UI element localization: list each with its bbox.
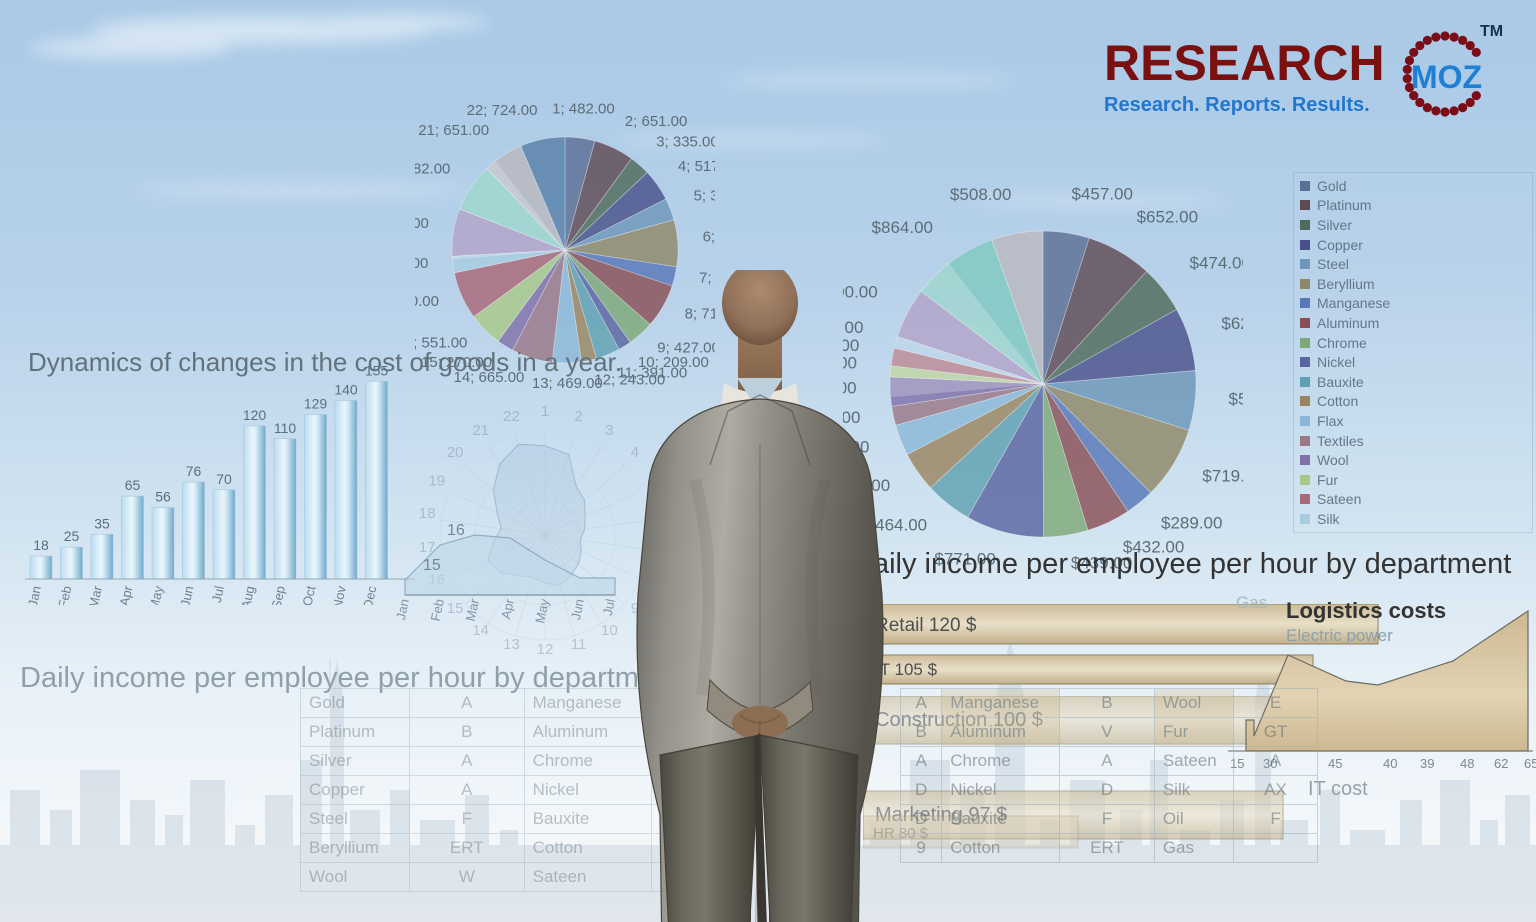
svg-text:May: May [532, 597, 552, 625]
svg-text:May: May [146, 584, 166, 605]
svg-text:3; 335.00: 3; 335.00 [656, 134, 715, 151]
svg-text:$457.00: $457.00 [1072, 185, 1133, 204]
svg-text:22; 724.00: 22; 724.00 [467, 102, 538, 119]
svg-text:40: 40 [1383, 756, 1397, 771]
svg-text:$508.00: $508.00 [950, 185, 1011, 204]
svg-text:$289.00: $289.00 [1161, 514, 1222, 533]
svg-text:35: 35 [94, 515, 110, 531]
svg-text:70: 70 [216, 471, 232, 487]
svg-text:TM: TM [1480, 23, 1503, 40]
svg-text:48: 48 [1460, 756, 1474, 771]
svg-text:110: 110 [274, 420, 297, 436]
svg-text:65: 65 [1524, 756, 1536, 771]
svg-text:Apr: Apr [117, 584, 136, 605]
svg-text:Mar: Mar [86, 584, 105, 605]
svg-text:$590.00: $590.00 [1229, 389, 1244, 408]
svg-text:39: 39 [1420, 756, 1434, 771]
svg-text:155: 155 [365, 365, 389, 378]
svg-text:Sep: Sep [268, 585, 287, 605]
svg-text:120: 120 [243, 407, 267, 423]
svg-text:18: 18 [33, 537, 49, 553]
svg-text:17; 770.00: 17; 770.00 [415, 293, 439, 310]
svg-text:Aug: Aug [238, 585, 257, 605]
svg-text:$652.00: $652.00 [1137, 208, 1198, 227]
svg-text:19; 770.00: 19; 770.00 [415, 215, 429, 232]
svg-text:65: 65 [125, 477, 141, 493]
svg-text:Jan: Jan [25, 585, 44, 605]
svg-text:45: 45 [1328, 756, 1342, 771]
svg-text:25: 25 [64, 528, 80, 544]
svg-text:Logistics costs: Logistics costs [1286, 598, 1446, 623]
svg-text:Apr: Apr [498, 597, 517, 621]
svg-text:$719.00: $719.00 [1202, 466, 1243, 485]
svg-text:5; 357.00: 5; 357.00 [694, 187, 715, 204]
svg-text:21; 651.00: 21; 651.00 [418, 122, 489, 139]
svg-text:Jun: Jun [177, 585, 196, 605]
svg-text:76: 76 [186, 463, 202, 479]
svg-text:Jun: Jun [568, 598, 587, 622]
svg-text:129: 129 [304, 396, 328, 412]
svg-text:18; 267.00: 18; 267.00 [415, 255, 428, 272]
svg-text:1; 482.00: 1; 482.00 [552, 100, 615, 117]
svg-text:6; 755.00: 6; 755.00 [703, 229, 715, 246]
svg-text:MOZ: MOZ [1411, 59, 1482, 95]
svg-text:Dec: Dec [360, 584, 380, 605]
svg-text:Gas: Gas [1236, 593, 1267, 612]
svg-text:2; 651.00: 2; 651.00 [625, 113, 688, 130]
svg-text:Oct: Oct [300, 584, 319, 605]
svg-text:$864.00: $864.00 [872, 218, 933, 237]
svg-text:15: 15 [423, 557, 441, 574]
svg-text:Electric power: Electric power [1286, 626, 1393, 645]
svg-text:Feb: Feb [55, 585, 74, 605]
svg-text:16: 16 [447, 522, 465, 539]
svg-text:20; 782.00: 20; 782.00 [415, 160, 450, 177]
svg-text:Feb: Feb [428, 598, 447, 623]
svg-text:Jul: Jul [209, 584, 227, 603]
svg-text:140: 140 [334, 382, 358, 398]
svg-text:$627.00: $627.00 [1221, 314, 1243, 333]
svg-text:$474.00: $474.00 [1190, 253, 1244, 272]
svg-text:56: 56 [155, 489, 171, 505]
svg-text:62: 62 [1494, 756, 1508, 771]
svg-text:Jan: Jan [395, 598, 412, 622]
svg-text:4; 517.00: 4; 517.00 [678, 158, 715, 175]
svg-text:Nov: Nov [329, 584, 349, 605]
svg-text:Mar: Mar [463, 597, 482, 623]
